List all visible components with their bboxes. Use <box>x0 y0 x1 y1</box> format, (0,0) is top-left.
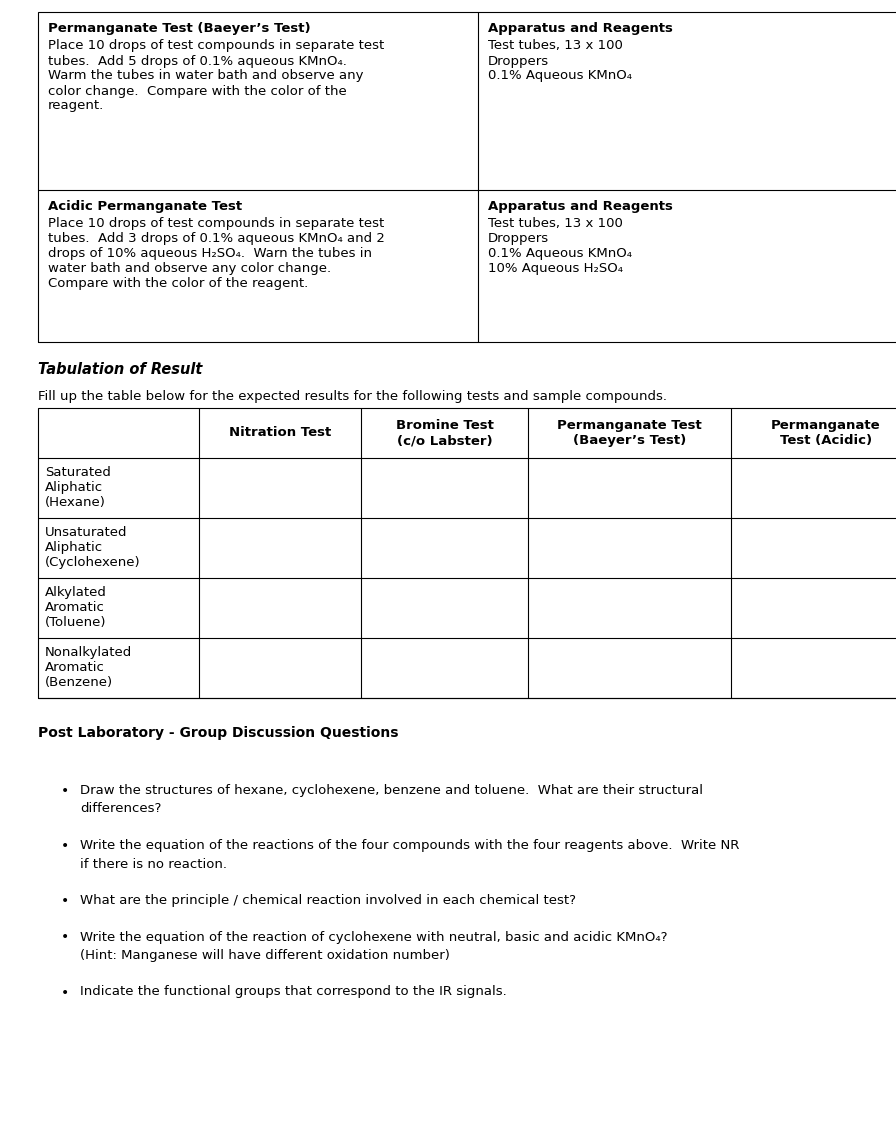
Bar <box>38 408 896 698</box>
Text: •: • <box>61 931 69 944</box>
Text: Write the equation of the reactions of the four compounds with the four reagents: Write the equation of the reactions of t… <box>80 839 739 852</box>
Text: •: • <box>61 986 69 999</box>
Text: Permanganate
Test (Acidic): Permanganate Test (Acidic) <box>771 419 881 447</box>
Text: differences?: differences? <box>80 803 161 815</box>
Text: •: • <box>61 839 69 853</box>
Text: Nitration Test: Nitration Test <box>229 426 332 440</box>
Text: Place 10 drops of test compounds in separate test
tubes.  Add 3 drops of 0.1% aq: Place 10 drops of test compounds in sepa… <box>48 217 385 290</box>
Text: Acidic Permanganate Test: Acidic Permanganate Test <box>48 200 242 214</box>
Text: Nonalkylated
Aromatic
(Benzene): Nonalkylated Aromatic (Benzene) <box>45 646 133 689</box>
Text: Place 10 drops of test compounds in separate test
tubes.  Add 5 drops of 0.1% aq: Place 10 drops of test compounds in sepa… <box>48 40 384 113</box>
Text: Bromine Test
(c/o Labster): Bromine Test (c/o Labster) <box>396 419 494 447</box>
Text: Write the equation of the reaction of cyclohexene with neutral, basic and acidic: Write the equation of the reaction of cy… <box>80 931 668 943</box>
Text: Indicate the functional groups that correspond to the IR signals.: Indicate the functional groups that corr… <box>80 986 507 998</box>
Text: Test tubes, 13 x 100
Droppers
0.1% Aqueous KMnO₄: Test tubes, 13 x 100 Droppers 0.1% Aqueo… <box>488 40 632 82</box>
Text: Apparatus and Reagents: Apparatus and Reagents <box>488 22 673 35</box>
Text: Permanganate Test
(Baeyer’s Test): Permanganate Test (Baeyer’s Test) <box>557 419 702 447</box>
Text: if there is no reaction.: if there is no reaction. <box>80 858 227 870</box>
Bar <box>38 13 896 341</box>
Text: Draw the structures of hexane, cyclohexene, benzene and toluene.  What are their: Draw the structures of hexane, cyclohexe… <box>80 785 703 797</box>
Text: •: • <box>61 785 69 798</box>
Text: Test tubes, 13 x 100
Droppers
0.1% Aqueous KMnO₄
10% Aqueous H₂SO₄: Test tubes, 13 x 100 Droppers 0.1% Aqueo… <box>488 217 632 275</box>
Text: Unsaturated
Aliphatic
(Cyclohexene): Unsaturated Aliphatic (Cyclohexene) <box>45 526 141 569</box>
Text: Saturated
Aliphatic
(Hexane): Saturated Aliphatic (Hexane) <box>45 466 111 509</box>
Text: Alkylated
Aromatic
(Toluene): Alkylated Aromatic (Toluene) <box>45 586 107 629</box>
Text: Apparatus and Reagents: Apparatus and Reagents <box>488 200 673 214</box>
Text: Post Laboratory - Group Discussion Questions: Post Laboratory - Group Discussion Quest… <box>38 726 399 740</box>
Text: Tabulation of Result: Tabulation of Result <box>38 362 202 377</box>
Text: What are the principle / chemical reaction involved in each chemical test?: What are the principle / chemical reacti… <box>80 894 576 907</box>
Text: Permanganate Test (Baeyer’s Test): Permanganate Test (Baeyer’s Test) <box>48 22 311 35</box>
Text: (Hint: Manganese will have different oxidation number): (Hint: Manganese will have different oxi… <box>80 949 450 962</box>
Text: •: • <box>61 894 69 908</box>
Text: Fill up the table below for the expected results for the following tests and sam: Fill up the table below for the expected… <box>38 391 667 403</box>
